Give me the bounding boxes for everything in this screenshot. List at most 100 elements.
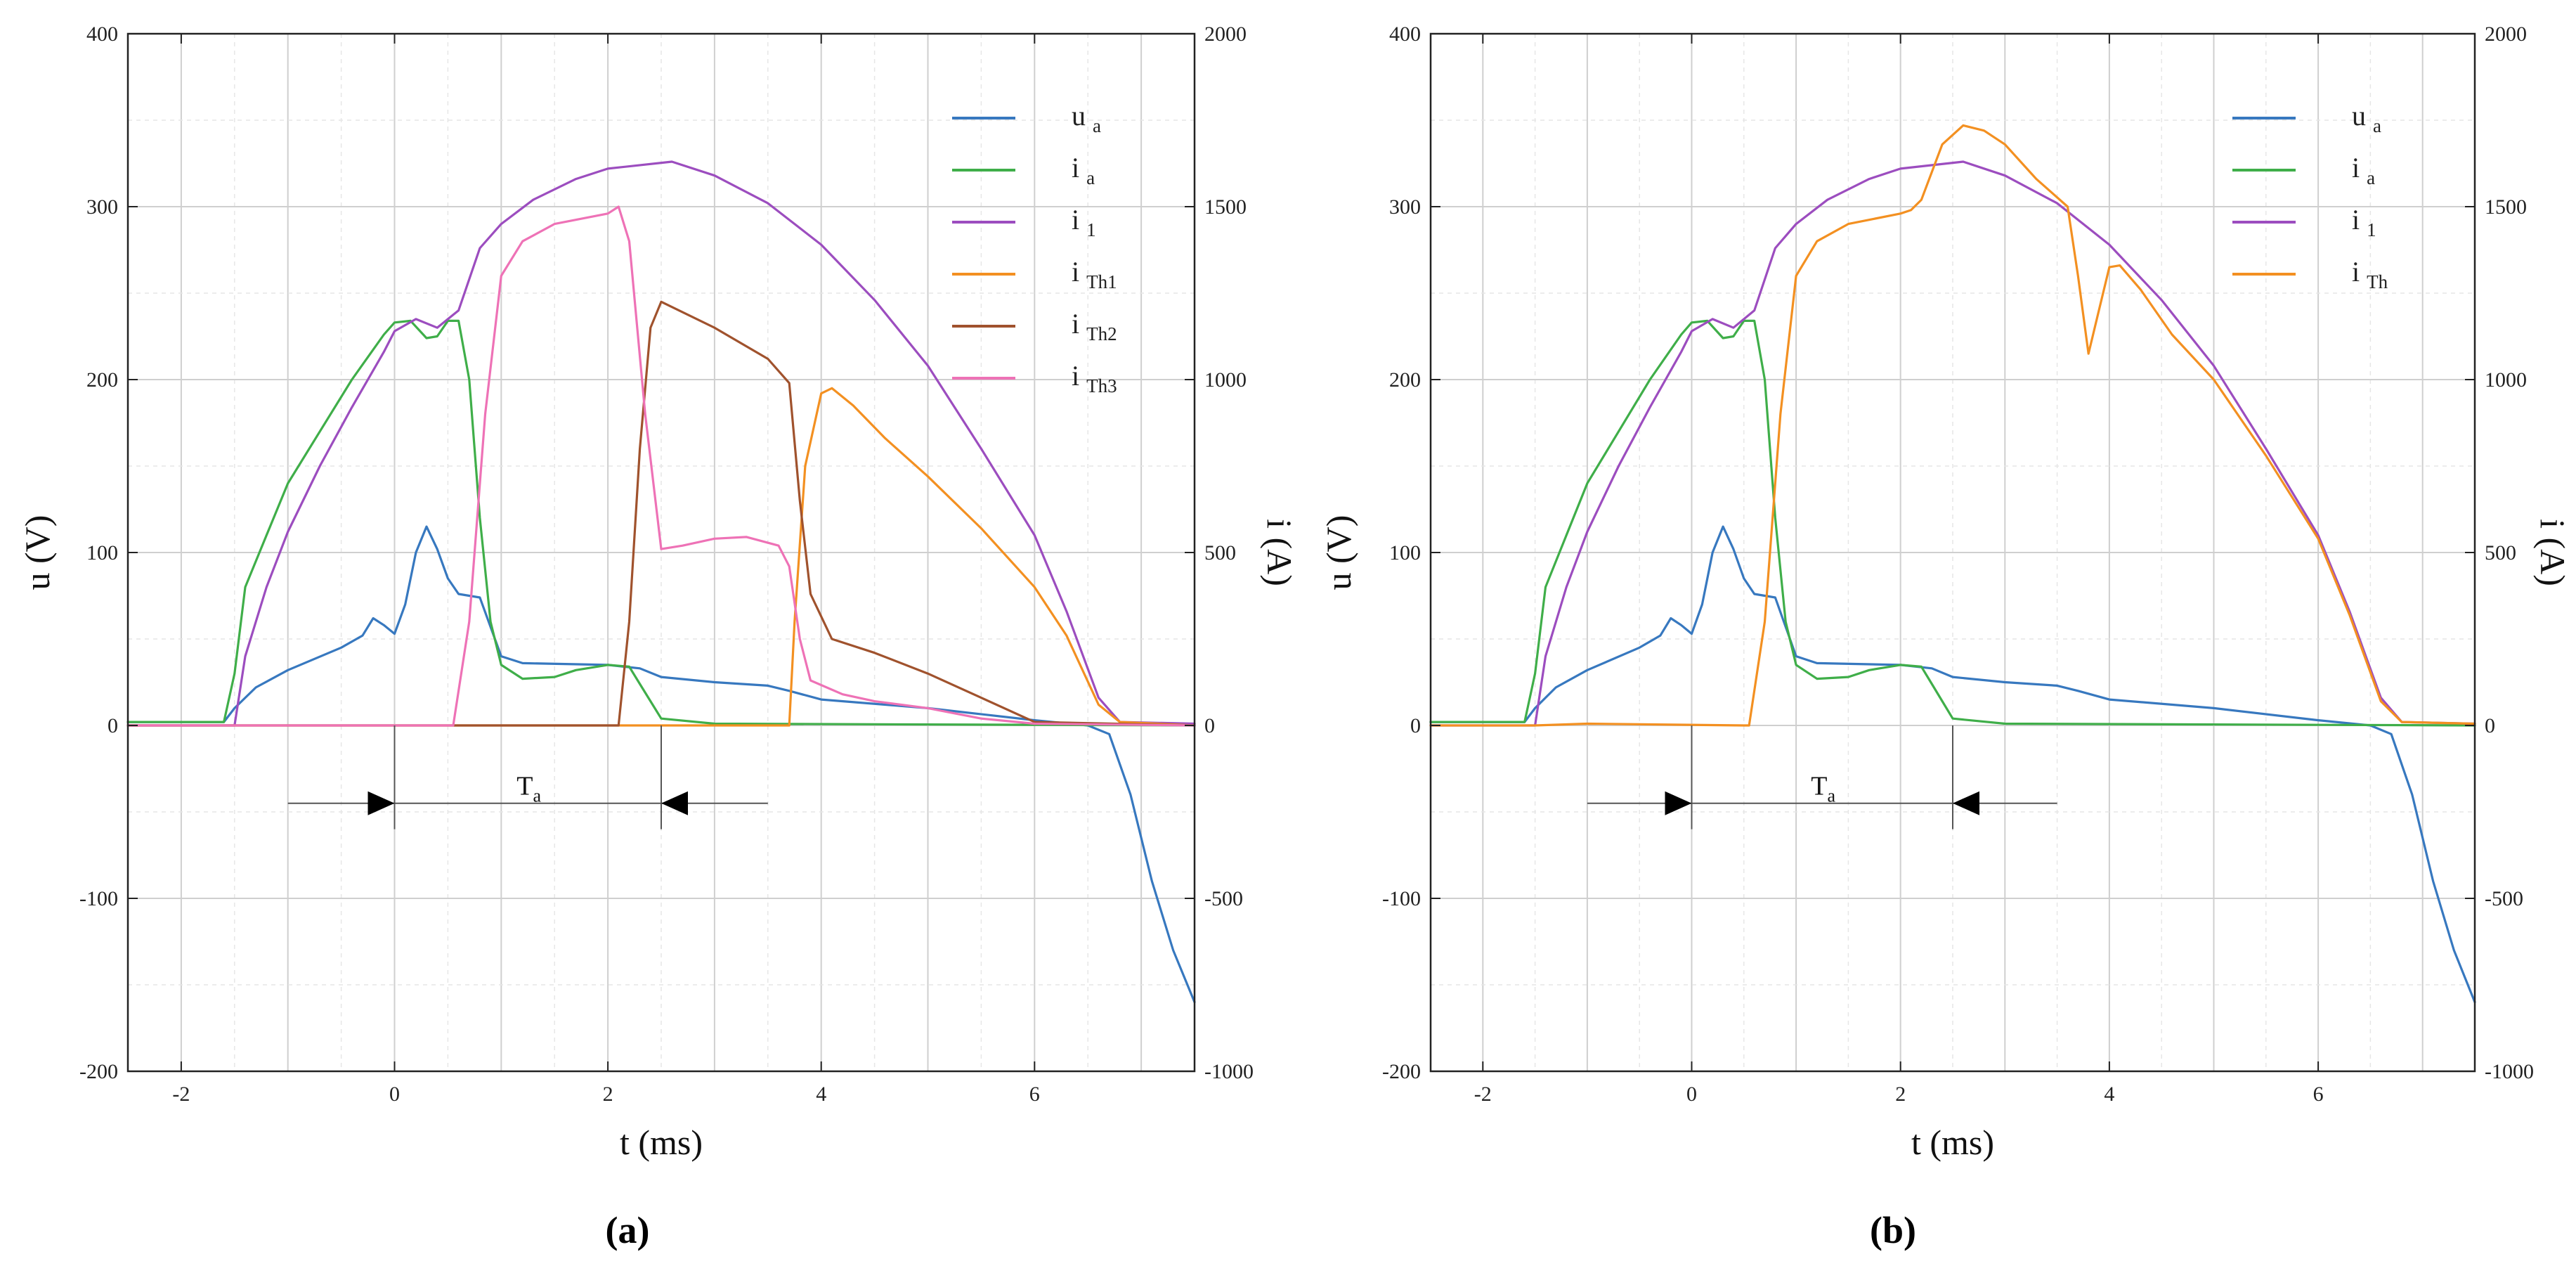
- legend-label: i Th1: [1072, 256, 1117, 292]
- y-tick-label-right: -1000: [2485, 1060, 2534, 1083]
- legend-label-sub: a: [1093, 115, 1101, 136]
- legend-label-sub: 1: [1086, 219, 1096, 240]
- y-tick-label-right: 2000: [1204, 22, 1247, 46]
- x-axis: -2 0 2 4 6: [172, 34, 1040, 1106]
- y-tick-label-left: 400: [1389, 22, 1421, 46]
- ta-annotation: Ta: [287, 725, 768, 829]
- ta-label: Ta: [516, 772, 541, 806]
- legend-label-main: i: [1072, 204, 1079, 235]
- y-tick-label-left: 200: [1389, 368, 1421, 392]
- legend: u ai ai 1i Th: [2232, 100, 2388, 292]
- y-axis-title-right: i (A): [1260, 519, 1299, 586]
- legend-label: i Th3: [1072, 360, 1117, 396]
- legend-item: i Th: [2232, 256, 2388, 292]
- y-tick-label-left: 100: [1389, 541, 1421, 564]
- x-axis: -2 0 2 4 6: [1474, 34, 2324, 1106]
- x-tick-label: 0: [1686, 1083, 1697, 1106]
- ta-label: Ta: [1811, 772, 1835, 806]
- legend-label-sub: a: [2373, 115, 2381, 136]
- y-tick-label-left: 100: [86, 541, 118, 564]
- series-line-i-th1: [126, 387, 1196, 727]
- y-axis-title-right: i (A): [2533, 519, 2572, 586]
- series-line-i-1: [1429, 160, 2476, 727]
- legend-label-main: i: [1072, 360, 1079, 392]
- y-axis-right: 2000 1500 1000 500 0 -500 -1000: [1185, 22, 1254, 1083]
- y-tick-label-left: 400: [86, 22, 118, 46]
- ta-arrow-left-icon: [1953, 791, 1979, 815]
- legend-item: i Th2: [952, 308, 1117, 344]
- series-line-i-a: [1429, 319, 2476, 727]
- legend-label-sub: Th1: [1086, 271, 1117, 292]
- x-tick-label: 6: [1029, 1083, 1040, 1106]
- panel-caption: (b): [1870, 1209, 1916, 1251]
- y-tick-label-left: -100: [79, 887, 118, 910]
- legend-label: i Th: [2352, 256, 2388, 292]
- series-lines: [1429, 124, 2476, 1004]
- y-axis-right: 2000 1500 1000 500 0 -500 -1000: [2465, 22, 2534, 1083]
- ta-label-sub: a: [533, 786, 541, 806]
- series-line-i-a: [126, 319, 1196, 727]
- y-tick-label-right: 1000: [1204, 368, 1247, 392]
- y-tick-label-right: -500: [1204, 887, 1243, 910]
- legend-label-main: u: [2352, 100, 2366, 131]
- series-line-i-1: [126, 160, 1196, 727]
- x-tick-label: 4: [2104, 1083, 2114, 1106]
- y-tick-label-right: 500: [1204, 541, 1236, 564]
- y-tick-label-right: 0: [1204, 714, 1215, 737]
- ta-label-main: T: [1811, 772, 1827, 801]
- series-line-i-th3: [126, 205, 1196, 727]
- ta-label-main: T: [516, 772, 533, 801]
- y-axis-left: 400 300 200 100 0 -100 -200: [1382, 22, 1440, 1083]
- y-tick-label-left: 0: [1410, 714, 1421, 737]
- y-tick-label-left: 300: [1389, 195, 1421, 219]
- series-line-u-a: [1429, 525, 2476, 1004]
- legend-label-main: i: [2352, 204, 2360, 235]
- x-tick-label: 2: [603, 1083, 613, 1106]
- y-axis-left: 400 300 200 100 0 -100 -200: [79, 22, 138, 1083]
- y-tick-label-right: -500: [2485, 887, 2523, 910]
- y-axis-title-left: u (V): [18, 515, 57, 590]
- x-axis-title: t (ms): [620, 1123, 703, 1162]
- y-tick-label-left: -200: [79, 1060, 118, 1083]
- legend-label-main: u: [1072, 100, 1086, 131]
- y-tick-label-left: -200: [1382, 1060, 1421, 1083]
- legend-label-sub: Th: [2367, 271, 2388, 292]
- ta-label-sub: a: [1827, 786, 1835, 806]
- series-line-i-th2: [126, 300, 1196, 727]
- x-tick-label: 0: [389, 1083, 400, 1106]
- x-tick-label: 2: [1895, 1083, 1906, 1106]
- legend-label-main: i: [1072, 308, 1079, 340]
- legend-item: i Th1: [952, 256, 1117, 292]
- y-tick-label-left: 300: [86, 195, 118, 219]
- x-axis-title: t (ms): [1911, 1123, 1994, 1162]
- legend-label-sub: a: [2367, 167, 2375, 188]
- y-tick-label-right: 0: [2485, 714, 2495, 737]
- legend-label-sub: 1: [2367, 219, 2376, 240]
- legend-label-main: i: [2352, 152, 2360, 183]
- series-line-i-th: [1429, 124, 2476, 727]
- y-tick-label-right: -1000: [1204, 1060, 1254, 1083]
- y-tick-label-right: 1500: [1204, 195, 1247, 219]
- x-tick-label: 4: [816, 1083, 826, 1106]
- y-tick-label-right: 500: [2485, 541, 2516, 564]
- ta-annotation: Ta: [1587, 725, 2057, 829]
- y-tick-label-right: 1000: [2485, 368, 2527, 392]
- legend-item: i Th3: [952, 360, 1117, 396]
- y-tick-label-left: 200: [86, 368, 118, 392]
- legend-label-main: i: [1072, 152, 1079, 183]
- legend-label-sub: Th2: [1086, 323, 1117, 344]
- x-tick-label: -2: [1474, 1083, 1492, 1106]
